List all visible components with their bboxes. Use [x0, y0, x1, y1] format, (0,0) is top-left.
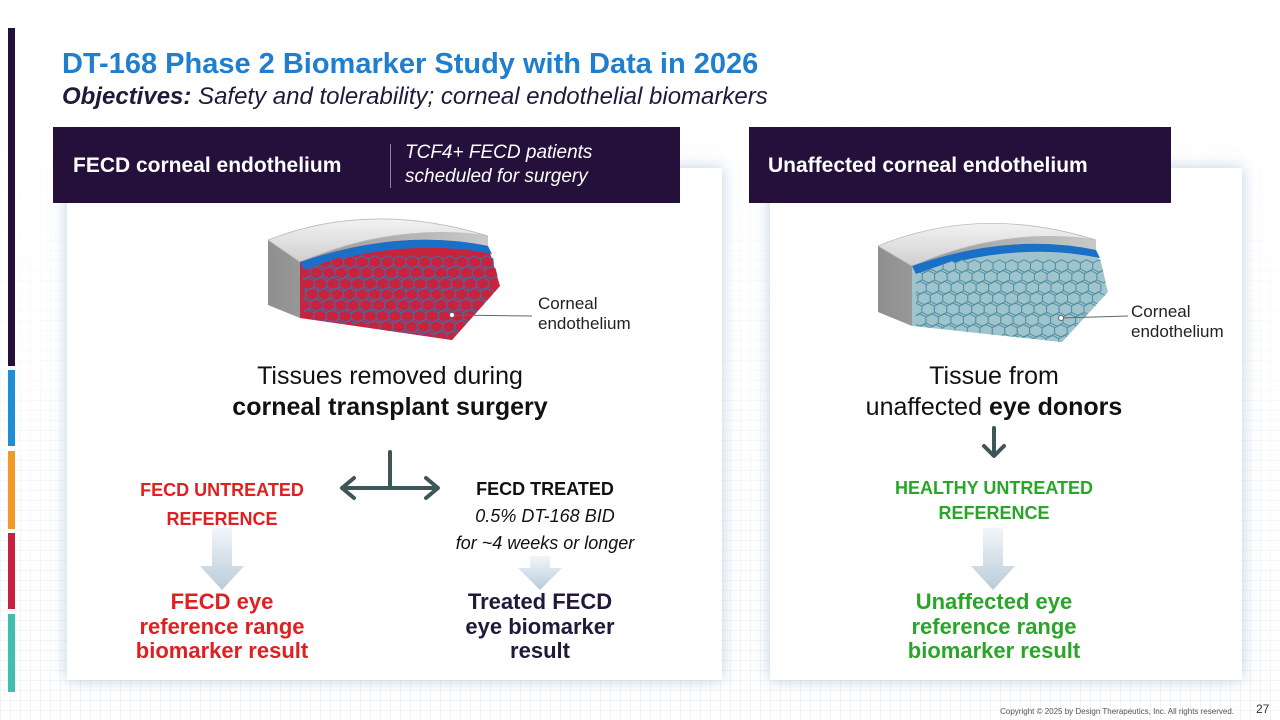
- fecd-tissue-source: Tissues removed during corneal transplan…: [190, 361, 590, 423]
- healthy-untreated-line2: REFERENCE: [938, 503, 1050, 523]
- header-note-line1: TCF4+ FECD patients: [405, 142, 593, 163]
- fecd-untreated-line1: FECD UNTREATED: [140, 480, 304, 500]
- fecd-header-title: FECD corneal endothelium: [73, 154, 342, 177]
- unaffected-reference-result: Unaffected eye reference range biomarker…: [874, 589, 1114, 664]
- treated-result-line3: result: [510, 638, 570, 663]
- treated-result-line2: eye biomarker: [465, 613, 615, 639]
- unaffected-header-title: Unaffected corneal endothelium: [768, 154, 1088, 177]
- healthy-endothelium-label-line1: Corneal: [1131, 302, 1191, 321]
- fecd-pointer-dot: [449, 312, 455, 318]
- fecd-treated-title: FECD TREATED: [476, 479, 614, 499]
- header-note-line2: scheduled for surgery: [405, 166, 588, 187]
- healthy-untreated-line1: HEALTHY UNTREATED: [895, 478, 1093, 498]
- subtitle-text: Safety and tolerability; corneal endothe…: [191, 83, 768, 110]
- healthy-source-bold: eye donors: [988, 393, 1123, 421]
- healthy-endothelium-pointer: [1060, 315, 1129, 319]
- fecd-endothelium-label-line1: Corneal: [538, 294, 598, 313]
- fecd-source-line1: Tissues removed during: [257, 362, 523, 390]
- page-number: 27: [1256, 702, 1270, 716]
- fecd-endothelium-label-line2: endothelium: [538, 314, 631, 333]
- healthy-source-plain: unaffected: [865, 393, 989, 421]
- fecd-treated-label: FECD TREATED 0.5% DT-168 BID for ~4 week…: [425, 476, 665, 557]
- fecd-untreated-label: FECD UNTREATED REFERENCE: [112, 476, 332, 534]
- fecd-panel-header: FECD corneal endothelium TCF4+ FECD pati…: [53, 127, 680, 203]
- fecd-endothelium-label: Corneal endothelium: [538, 294, 631, 334]
- healthy-endothelium-label: Corneal endothelium: [1131, 302, 1224, 342]
- treated-result-line1: Treated FECD: [467, 589, 613, 614]
- unaffected-result-line2: reference range: [911, 613, 1077, 639]
- sidebar-segment-teal: [8, 614, 15, 692]
- unaffected-panel-header: Unaffected corneal endothelium: [749, 127, 1171, 203]
- healthy-result-arrow: [971, 528, 1015, 590]
- treated-result-arrow: [518, 556, 562, 590]
- fecd-header-note: TCF4+ FECD patients scheduled for surger…: [405, 141, 592, 189]
- fecd-reference-result: FECD eye reference range biomarker resul…: [112, 589, 332, 664]
- fecd-cornea-illustration: [267, 218, 500, 340]
- healthy-tissue-source: Tissue from unaffected eye donors: [814, 361, 1174, 423]
- fecd-source-line2: corneal transplant surgery: [232, 393, 548, 421]
- sidebar-segment-red: [8, 533, 15, 609]
- donor-down-arrow: [982, 426, 1006, 458]
- fecd-result-line3: biomarker result: [135, 638, 309, 663]
- page-title: DT-168 Phase 2 Biomarker Study with Data…: [62, 48, 759, 80]
- unaffected-result-line3: biomarker result: [907, 638, 1081, 663]
- untreated-result-arrow: [200, 528, 244, 590]
- sidebar-segment-blue: [8, 370, 15, 446]
- fecd-treated-dose: 0.5% DT-168 BID: [475, 506, 615, 526]
- page-subtitle: Objectives: Safety and tolerability; cor…: [62, 83, 768, 111]
- fecd-result-line1: FECD eye: [170, 589, 274, 614]
- fecd-result-line2: reference range: [139, 613, 305, 639]
- copyright-footer: Copyright © 2025 by Design Therapeutics,…: [1000, 707, 1234, 716]
- healthy-pointer-dot: [1058, 315, 1064, 321]
- healthy-untreated-label: HEALTHY UNTREATED REFERENCE: [864, 476, 1124, 526]
- split-arrow: [340, 450, 440, 500]
- header-divider: [390, 144, 391, 188]
- subtitle-lead: Objectives:: [62, 83, 192, 110]
- fecd-endothelium-pointer: [451, 314, 533, 317]
- sidebar-segment-purple: [8, 28, 15, 366]
- fecd-untreated-line2: REFERENCE: [166, 509, 278, 529]
- sidebar-segment-orange: [8, 451, 15, 529]
- treated-fecd-result: Treated FECD eye biomarker result: [430, 589, 650, 664]
- fecd-treated-duration: for ~4 weeks or longer: [455, 533, 635, 553]
- healthy-cornea-illustration: [877, 223, 1108, 342]
- unaffected-result-line1: Unaffected eye: [915, 589, 1073, 614]
- healthy-source-line1: Tissue from: [929, 362, 1059, 390]
- healthy-endothelium-label-line2: endothelium: [1131, 322, 1224, 341]
- healthy-source-line2: unaffected eye donors: [814, 392, 1174, 423]
